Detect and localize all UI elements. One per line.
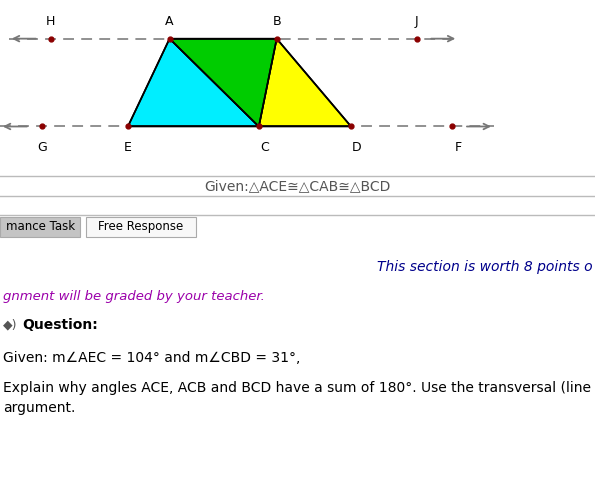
FancyBboxPatch shape [86,217,196,237]
Text: J: J [415,15,418,28]
Polygon shape [259,39,351,126]
Text: argument.: argument. [3,401,76,415]
Text: Free Response: Free Response [98,220,184,233]
Text: H: H [46,15,55,28]
Text: gnment will be graded by your teacher.: gnment will be graded by your teacher. [3,290,265,303]
Bar [0,278,595,488]
Polygon shape [128,39,259,126]
Text: F: F [455,141,462,154]
Text: B: B [273,15,281,28]
Text: Question:: Question: [22,318,98,332]
Text: This section is worth 8 points o: This section is worth 8 points o [377,260,593,274]
Text: E: E [124,141,132,154]
Text: mance Task: mance Task [6,220,75,233]
Text: ◆): ◆) [3,318,17,331]
Text: D: D [352,141,362,154]
Text: G: G [37,141,46,154]
Polygon shape [170,39,277,126]
Text: Explain why angles ACE, ACB and BCD have a sum of 180°. Use the transversal (lin: Explain why angles ACE, ACB and BCD have… [3,381,595,395]
Text: A: A [165,15,174,28]
Text: C: C [261,141,269,154]
Text: Given: m∠AEC = 104° and m∠CBD = 31°,: Given: m∠AEC = 104° and m∠CBD = 31°, [3,351,300,365]
Text: Given:△ACE≅△CAB≅△BCD: Given:△ACE≅△CAB≅△BCD [204,179,391,193]
FancyBboxPatch shape [0,217,80,237]
